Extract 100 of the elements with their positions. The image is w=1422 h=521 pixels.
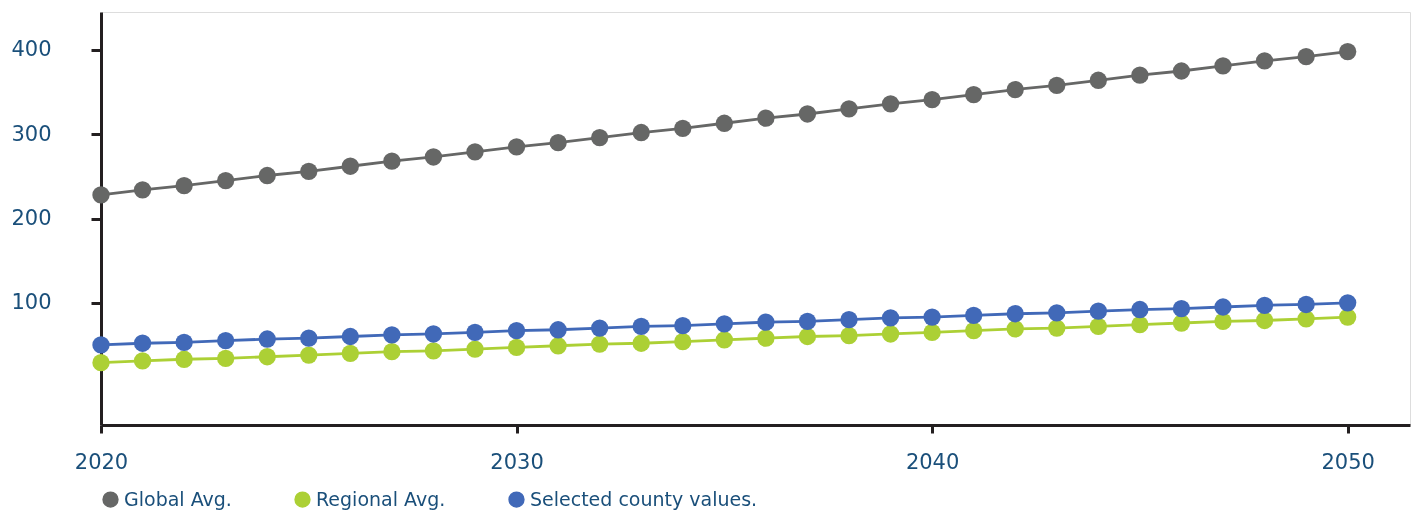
- point: [1172, 300, 1191, 318]
- point: [1089, 317, 1107, 336]
- point: [92, 186, 110, 204]
- x-tick-label: 2040: [905, 449, 960, 474]
- y-tick-label: 200: [11, 206, 52, 230]
- y-tick-label: 100: [11, 290, 52, 315]
- point: [1131, 66, 1149, 84]
- point: [217, 171, 235, 190]
- x-tick-label: 2020: [74, 449, 129, 474]
- point: [798, 327, 817, 346]
- point: [383, 343, 401, 361]
- point: [217, 332, 235, 350]
- point: [840, 311, 858, 329]
- point: [881, 325, 900, 343]
- point: [507, 321, 526, 340]
- legend-label: Regional Avg.: [316, 487, 446, 510]
- point: [1006, 320, 1024, 338]
- legend-label: Selected county values.: [530, 487, 758, 510]
- point: [632, 123, 650, 142]
- point: [133, 181, 152, 199]
- point: [175, 350, 193, 368]
- point: [1214, 57, 1232, 75]
- point: [1131, 316, 1149, 334]
- point: [549, 134, 567, 152]
- point: [965, 306, 983, 325]
- point: [507, 338, 526, 357]
- point: [674, 119, 692, 137]
- point: [1172, 62, 1191, 80]
- y-tick-label: 300: [11, 121, 52, 146]
- point: [175, 333, 193, 352]
- point: [1255, 52, 1274, 70]
- point: [258, 166, 276, 185]
- point: [674, 332, 692, 351]
- point: [133, 352, 152, 370]
- point: [923, 308, 941, 326]
- x-tick-label: 2050: [1321, 449, 1375, 474]
- point: [881, 309, 900, 327]
- point: [1255, 296, 1274, 314]
- point: [715, 331, 733, 349]
- point: [424, 342, 443, 360]
- point: [341, 344, 359, 362]
- point: [674, 316, 692, 335]
- point: [1339, 294, 1357, 312]
- point: [715, 315, 733, 333]
- point: [1048, 76, 1066, 94]
- point: [757, 109, 775, 127]
- point: [632, 334, 650, 352]
- point: [175, 176, 193, 195]
- point: [1297, 48, 1315, 66]
- point: [383, 326, 401, 344]
- point: [1048, 304, 1066, 322]
- point: [1089, 302, 1107, 320]
- point: [591, 128, 609, 147]
- point: [840, 100, 858, 118]
- point: [217, 349, 235, 368]
- point: [881, 95, 900, 113]
- point: [1297, 295, 1315, 314]
- point: [591, 319, 609, 337]
- point: [424, 148, 443, 166]
- point: [466, 340, 484, 358]
- point: [258, 348, 276, 366]
- point: [341, 327, 359, 346]
- point: [1048, 319, 1066, 337]
- point: [549, 321, 567, 339]
- point: [715, 114, 733, 132]
- point: [923, 323, 941, 341]
- point: [466, 143, 484, 161]
- y-tick-label: 400: [11, 37, 52, 62]
- point: [632, 317, 650, 336]
- point: [1089, 71, 1107, 89]
- point: [1214, 312, 1232, 330]
- point: [1255, 311, 1274, 330]
- point: [1172, 314, 1191, 332]
- point: [92, 353, 110, 372]
- point: [798, 105, 817, 123]
- point: [92, 336, 110, 354]
- point: [757, 313, 775, 331]
- point: [466, 323, 484, 341]
- point: [1339, 42, 1357, 61]
- point: [840, 327, 858, 345]
- point: [383, 152, 401, 170]
- point: [300, 346, 318, 364]
- point: [798, 312, 817, 330]
- point: [1131, 300, 1149, 319]
- point: [1214, 298, 1232, 316]
- point: [258, 330, 276, 348]
- point: [424, 325, 443, 343]
- point: [1006, 305, 1024, 323]
- point: [1006, 80, 1024, 99]
- x-tick-label: 2030: [490, 449, 544, 474]
- point: [965, 85, 983, 104]
- point: [1339, 308, 1357, 326]
- legend-label: Global Avg.: [124, 487, 232, 510]
- point: [341, 157, 359, 175]
- point: [965, 321, 983, 340]
- point: [507, 138, 526, 156]
- point: [923, 91, 941, 109]
- point: [549, 337, 567, 355]
- point: [757, 329, 775, 347]
- point: [591, 335, 609, 353]
